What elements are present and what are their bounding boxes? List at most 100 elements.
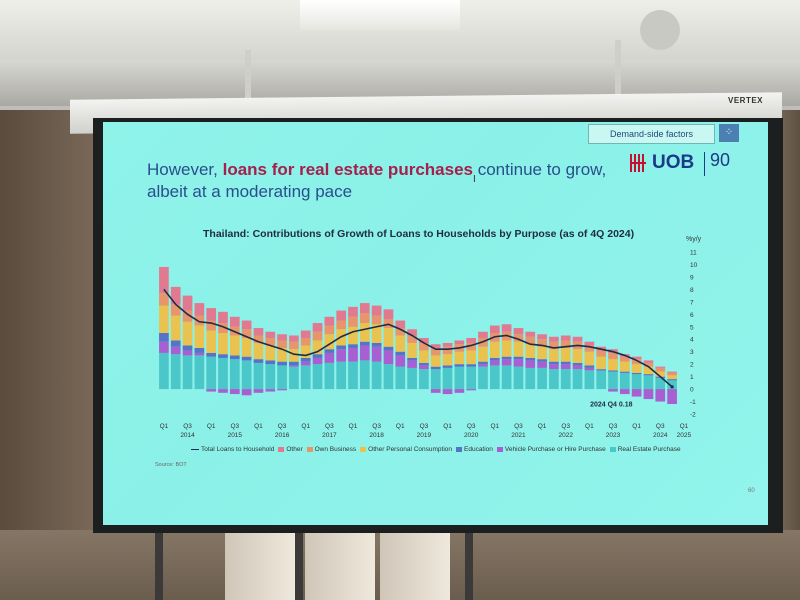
bar-segment [170,340,181,347]
bar-segment [289,341,299,350]
bar-segment [513,359,524,367]
uob-logo-text: UOB [652,152,695,173]
bar-segment [371,342,382,347]
bar-segment [537,361,547,368]
bar-segment [667,372,677,376]
bar-segment [336,310,347,321]
bar-segment [513,334,524,342]
bar-segment [643,389,654,400]
bar-segment [525,344,536,358]
y-tick-label: 1 [690,374,694,381]
bar-segment [194,355,205,390]
bar-segment [159,266,169,294]
bar-segment [478,366,488,390]
bar-segment [371,346,382,362]
stacked-bar-chart: -2 -1 0 1 2 3 4 5 6 7 8 9 10 11 Q1 Q3 2014 Q1 Q3 2015 Q1 Q3 2… [159,250,698,439]
bar-segment [265,345,276,361]
bar-segment [359,345,370,361]
bar-segment [525,367,536,390]
y-tick-label: 4 [690,337,694,344]
latest-value-annotation: 2024 Q4 0.18 [590,402,633,409]
latest-point [670,385,674,389]
bar-segment [170,315,181,341]
wall-panel [305,530,375,600]
bar-segment [501,324,512,332]
bar-segment [466,389,477,391]
bar-segment [572,336,583,342]
x-tick-quarter: Q3 [561,423,570,430]
bar-segment [419,362,429,366]
ceiling-light [300,0,460,30]
bar-segment [241,320,252,330]
bar-segment [277,365,287,390]
bar-segment [312,331,323,341]
x-tick-year: 2021 [511,432,526,439]
bar-segment [667,375,677,380]
bar-segment [655,366,666,368]
bar-segment [478,346,488,362]
bar-segment [537,346,547,360]
bar-segment [478,331,488,338]
bar-segment [419,365,429,370]
bar-segment [667,379,677,381]
slide-title-line1: However, loans for real estate purchases… [147,160,606,180]
bar-segment [359,323,370,342]
bar-segment [537,367,547,390]
x-tick-quarter: Q1 [585,423,594,430]
bar-segment [312,323,323,332]
bar-segment [454,389,465,393]
bar-segment [206,389,217,392]
bar-segment [419,350,429,363]
bar-segment [478,364,488,367]
y-axis-unit: %y/y [686,236,702,243]
x-tick-quarter: Q3 [420,423,429,430]
bar-segment [549,349,559,362]
x-tick-quarter: Q1 [680,423,689,430]
x-tick-quarter: Q3 [467,423,476,430]
x-tick-quarter: Q1 [396,423,405,430]
bar-segment [631,374,642,390]
bar-segment [407,342,417,358]
legend-label: Vehicle Purchase or Hire Purchase [504,446,606,453]
title-suffix: continue to grow, [472,160,607,179]
bar-segment [596,356,607,370]
bar-segment [667,389,677,405]
bar-segment [466,337,477,343]
legend-item: Other Personal Consumption [360,446,452,453]
legend-item: Education [456,446,493,453]
bar-segment [584,365,595,368]
bar-segment [182,355,193,390]
legend-item: Own Business [306,446,356,453]
x-tick-quarter: Q3 [609,423,618,430]
y-tick-label: 0 [690,387,694,394]
bar-segment [359,341,370,346]
legend-swatch [191,448,199,451]
bar-segment [277,340,287,348]
y-tick-label: 5 [690,324,694,331]
y-tick-label: 6 [690,312,694,319]
bar-segment [265,364,276,390]
bar-segment [407,357,417,361]
bar-segment [572,349,583,363]
bar-segment [489,341,500,358]
bar-segment [194,303,205,316]
bar-segment [560,364,571,370]
bar-segment [300,357,311,362]
bar-segment [442,342,453,347]
bar-segment [359,313,370,324]
bar-segment [218,389,228,393]
bar-segment [218,357,228,390]
bar-segment [348,326,358,345]
bar-segment [549,336,559,342]
bar-segment [253,362,264,390]
bar-segment [430,347,441,356]
bar-segment [253,359,264,363]
bar-segment [619,361,630,372]
bar-segment [584,370,595,390]
legend-item: Total Loans to Household [191,446,274,453]
bar-segment [253,389,264,393]
x-tick-quarter: Q1 [254,423,263,430]
bar-segment [218,333,228,355]
bar-segment [229,335,240,356]
x-tick-year: 2017 [322,432,337,439]
